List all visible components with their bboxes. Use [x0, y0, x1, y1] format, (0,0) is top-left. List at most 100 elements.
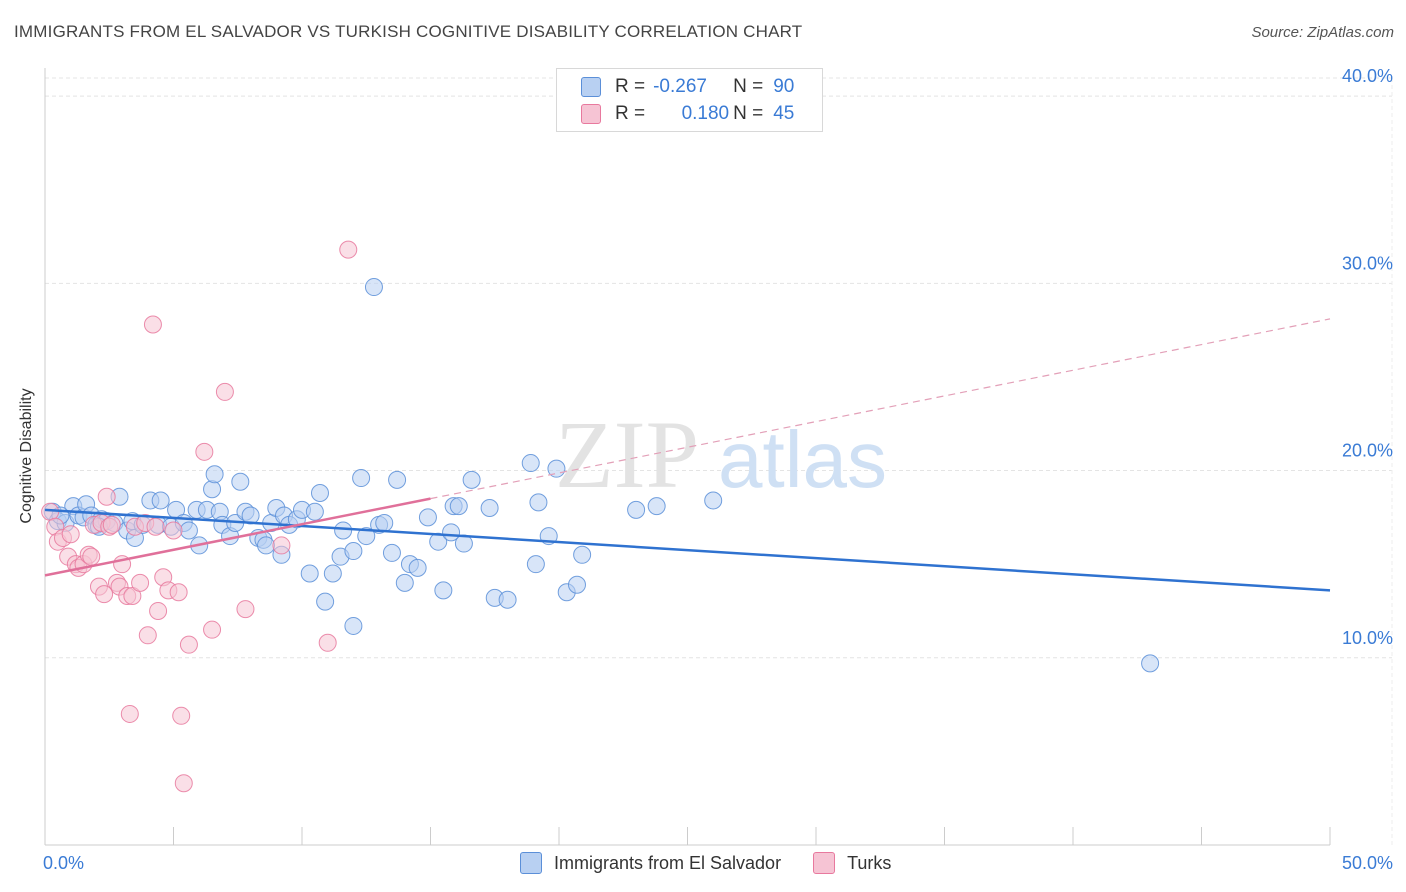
grid-lines — [45, 77, 1393, 845]
data-point — [203, 620, 222, 639]
data-point — [627, 500, 646, 519]
data-point — [344, 542, 363, 561]
data-point — [388, 470, 407, 489]
data-point — [151, 491, 170, 510]
data-point — [169, 583, 188, 602]
data-point — [82, 547, 101, 566]
data-point — [305, 502, 324, 521]
data-point — [61, 525, 80, 544]
data-point — [339, 240, 358, 259]
x-tick-label: 50.0% — [1342, 853, 1393, 873]
data-point — [480, 498, 499, 517]
data-point — [498, 590, 517, 609]
data-point — [526, 555, 545, 574]
stats-legend: R = -0.267 N = 90 R = 0.180 N = 45 — [556, 68, 823, 132]
trend-line-turks-extension — [430, 318, 1331, 500]
legend-swatch-pink — [581, 104, 601, 124]
data-point — [521, 454, 540, 473]
data-point — [236, 600, 255, 619]
data-point — [344, 616, 363, 635]
data-point — [334, 521, 353, 540]
data-point — [573, 545, 592, 564]
series-legend: Immigrants from El Salvador Turks — [520, 852, 923, 874]
legend-item-turks: Turks — [813, 852, 891, 874]
series-turks-points — [41, 240, 358, 793]
legend-r-value: -0.267 — [653, 76, 707, 97]
watermark-atlas: atlas — [718, 415, 887, 504]
data-point — [179, 635, 198, 654]
data-point — [164, 521, 183, 540]
data-point — [231, 472, 250, 491]
data-point — [95, 585, 114, 604]
data-point — [310, 484, 329, 503]
series-el-salvador-points — [43, 278, 1160, 673]
data-point — [120, 704, 139, 723]
y-axis-label: Cognitive Disability — [18, 388, 35, 524]
data-point — [352, 469, 371, 488]
y-tick-label: 40.0% — [1342, 66, 1393, 86]
legend-row-el-salvador: R = -0.267 N = 90 — [581, 75, 794, 99]
legend-swatch-pink — [813, 852, 836, 874]
legend-item-el-salvador: Immigrants from El Salvador — [520, 852, 781, 874]
data-point — [323, 564, 342, 583]
data-point — [316, 592, 335, 611]
chart-title: IMMIGRANTS FROM EL SALVADOR VS TURKISH C… — [14, 22, 803, 41]
source-label: Source: ZipAtlas.com — [1251, 24, 1394, 41]
data-point — [205, 465, 224, 484]
legend-n-value: 90 — [773, 76, 795, 97]
data-point — [1141, 654, 1160, 673]
x-tick-label: 0.0% — [43, 853, 84, 873]
data-point — [179, 521, 198, 540]
legend-r-label: R = — [615, 103, 646, 124]
data-point — [143, 315, 162, 334]
data-point — [172, 706, 191, 725]
data-point — [647, 497, 666, 516]
data-point — [429, 532, 448, 551]
data-point — [704, 491, 723, 510]
y-tick-label: 30.0% — [1342, 253, 1393, 273]
data-point — [146, 517, 165, 536]
data-point — [203, 480, 222, 499]
data-point — [462, 470, 481, 489]
data-point — [174, 774, 193, 793]
legend-n-label: N = — [733, 76, 764, 97]
y-tick-label: 10.0% — [1342, 628, 1393, 648]
data-point — [375, 513, 394, 532]
legend-swatch-blue — [581, 77, 601, 97]
tick-labels: 10.0% 20.0% 30.0% 40.0% 0.0% 50.0% — [43, 66, 1393, 873]
data-point — [272, 536, 291, 555]
data-point — [138, 626, 157, 645]
y-tick-label: 20.0% — [1342, 441, 1393, 461]
legend-row-turks: R = 0.180 N = 45 — [581, 102, 794, 126]
legend-n-label: N = — [733, 103, 764, 124]
legend-r-value: 0.180 — [681, 103, 730, 124]
data-point — [418, 508, 437, 527]
data-point — [529, 493, 548, 512]
data-point — [567, 575, 586, 594]
legend-series-name: Turks — [847, 852, 892, 873]
trend-lines — [44, 318, 1331, 592]
data-point — [131, 573, 150, 592]
data-point — [149, 601, 168, 620]
data-point — [395, 573, 414, 592]
data-point — [215, 382, 234, 401]
data-point — [449, 497, 468, 516]
data-point — [97, 487, 116, 506]
data-point — [257, 536, 276, 555]
data-point — [318, 633, 337, 652]
data-point — [195, 442, 214, 461]
legend-r-label: R = — [615, 76, 646, 97]
trend-line-turks — [44, 497, 431, 577]
data-point — [434, 581, 453, 600]
data-point — [102, 515, 121, 534]
axes — [44, 68, 1331, 846]
legend-series-name: Immigrants from El Salvador — [554, 852, 782, 873]
watermark: ZIP atlas — [555, 401, 887, 508]
legend-n-value: 45 — [773, 103, 795, 124]
watermark-zip: ZIP — [555, 401, 699, 508]
data-point — [300, 564, 319, 583]
data-point — [408, 558, 427, 577]
legend-swatch-blue — [520, 852, 542, 874]
data-point — [364, 278, 383, 297]
